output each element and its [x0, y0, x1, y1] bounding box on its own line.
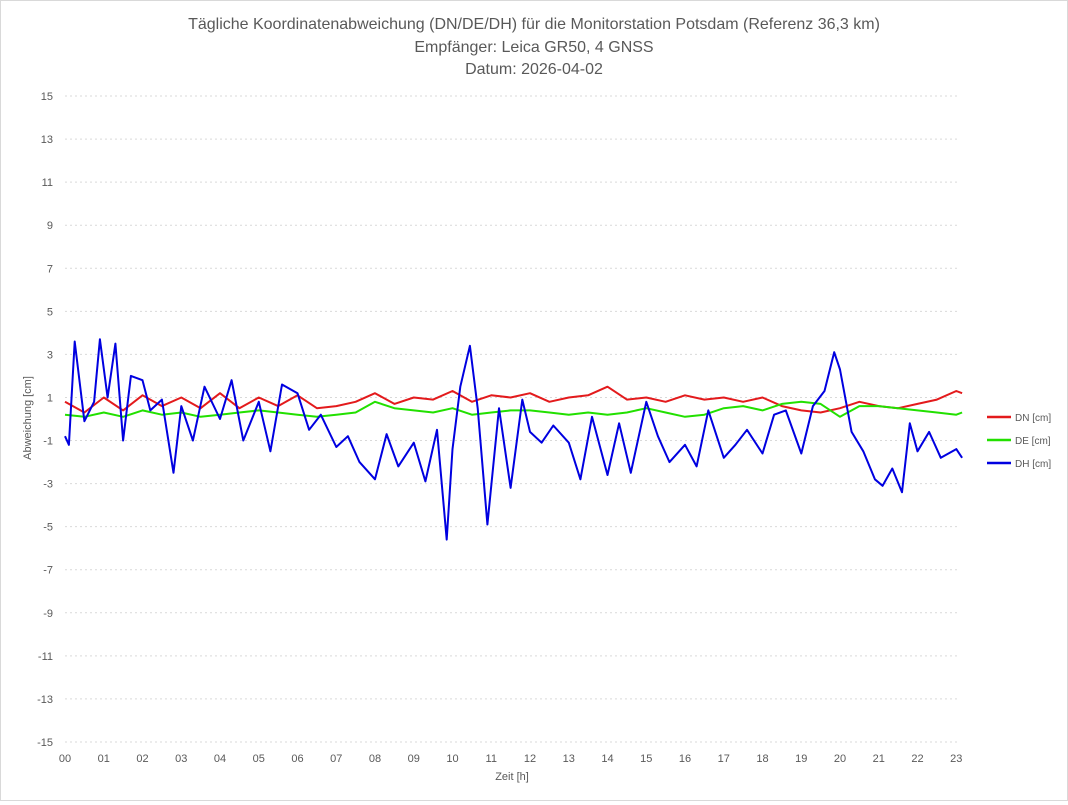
y-tick-label: -11: [38, 651, 53, 663]
x-tick-label: 06: [291, 753, 303, 765]
y-tick-labels: 15 13 11 9 7 5 3 1 -1 -3 -5 -7 -9 -11 -13 -15: [37, 91, 53, 749]
legend-label: DE [cm]: [1015, 436, 1051, 447]
x-tick-label: 17: [718, 753, 730, 765]
y-tick-label: 15: [41, 91, 53, 103]
x-tick-label: 23: [950, 753, 962, 765]
x-tick-label: 16: [679, 753, 691, 765]
x-tick-label: 15: [640, 753, 652, 765]
y-tick-label: -1: [43, 436, 53, 448]
chart-title: Tägliche Koordinatenabweichung (DN/DE/DH…: [188, 16, 880, 33]
x-tick-labels: 00 01 02 03 04 05 06 07 08 09 10 11 12 13 14 15 16 17 18 19…: [59, 753, 963, 765]
series-line-3: [64, 338, 963, 541]
y-tick-label: 1: [47, 392, 53, 404]
y-tick-label: 11: [42, 177, 53, 189]
y-axis-label: Abweichung [cm]: [22, 376, 34, 460]
x-tick-label: 20: [834, 753, 846, 765]
x-tick-label: 10: [446, 753, 458, 765]
chart-date: Datum: 2026-04-02: [465, 61, 603, 78]
x-tick-label: 13: [563, 753, 575, 765]
x-tick-label: 01: [98, 753, 110, 765]
x-tick-label: 11: [486, 753, 497, 765]
x-axis-label: Zeit [h]: [495, 771, 529, 783]
x-tick-label: 18: [756, 753, 768, 765]
y-tick-label: -9: [43, 608, 53, 620]
legend: DN [cm] DE [cm] DH [cm]: [987, 413, 1051, 470]
y-tick-label: -15: [37, 737, 53, 749]
x-tick-label: 14: [601, 753, 613, 765]
x-tick-label: 05: [253, 753, 265, 765]
x-tick-label: 00: [59, 753, 71, 765]
y-tick-label: 5: [47, 306, 53, 318]
y-tick-label: 7: [47, 263, 53, 275]
y-tick-label: 3: [47, 349, 53, 361]
gridlines: [65, 95, 959, 743]
y-tick-label: 13: [41, 134, 53, 146]
y-tick-label: -13: [37, 694, 53, 706]
x-tick-label: 21: [873, 753, 885, 765]
x-tick-label: 09: [408, 753, 420, 765]
x-tick-label: 08: [369, 753, 381, 765]
series-line-1: [64, 385, 963, 414]
x-tick-label: 19: [795, 753, 807, 765]
legend-label: DH [cm]: [1015, 459, 1051, 470]
chart-subtitle: Empfänger: Leica GR50, 4 GNSS: [414, 39, 653, 56]
y-tick-label: -7: [43, 565, 53, 577]
x-tick-label: 12: [524, 753, 536, 765]
legend-label: DN [cm]: [1015, 413, 1051, 424]
y-tick-label: -5: [43, 522, 53, 534]
y-tick-label: 9: [47, 220, 53, 232]
series-lines: [64, 338, 963, 541]
x-tick-label: 03: [175, 753, 187, 765]
x-tick-label: 02: [136, 753, 148, 765]
x-tick-label: 22: [911, 753, 923, 765]
y-tick-label: -3: [43, 479, 53, 491]
x-tick-label: 04: [214, 753, 226, 765]
x-tick-label: 07: [330, 753, 342, 765]
